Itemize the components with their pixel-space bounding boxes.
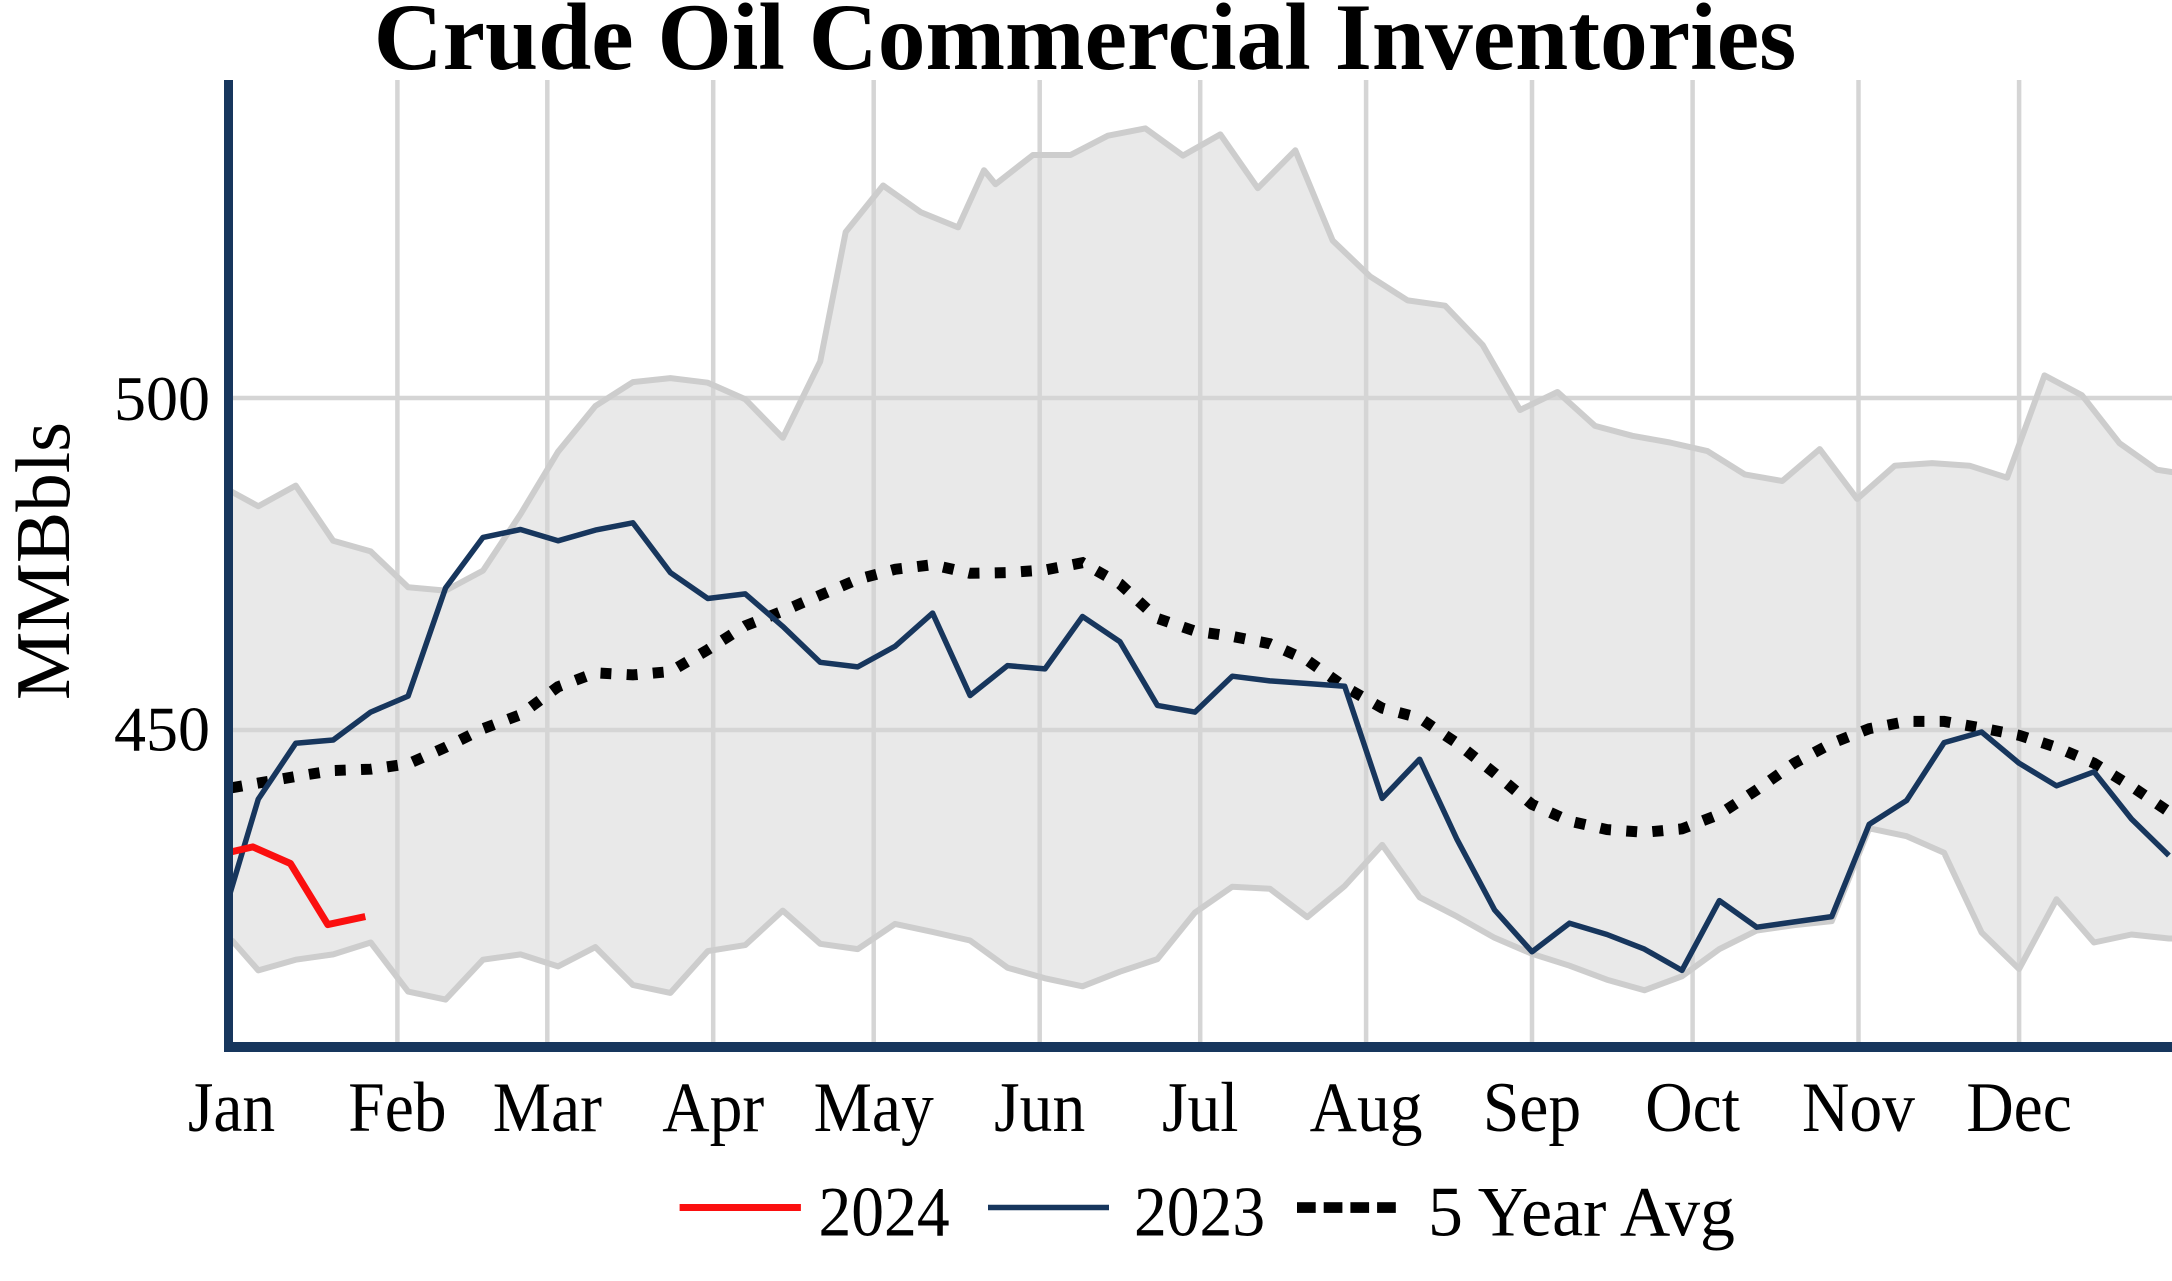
svg-text:Mar: Mar (493, 1068, 603, 1147)
svg-text:Jan: Jan (188, 1068, 275, 1147)
svg-text:Feb: Feb (348, 1068, 446, 1147)
svg-text:MMBbls: MMBbls (0, 422, 86, 700)
svg-text:Crude Oil Commercial Inventori: Crude Oil Commercial Inventories (374, 0, 1797, 90)
svg-text:5 Year Avg: 5 Year Avg (1428, 1173, 1735, 1251)
svg-text:500: 500 (114, 363, 210, 434)
svg-text:Aug: Aug (1310, 1068, 1423, 1147)
svg-text:Sep: Sep (1483, 1068, 1581, 1147)
svg-text:2023: 2023 (1134, 1172, 1265, 1251)
svg-text:450: 450 (114, 694, 210, 765)
svg-text:Jul: Jul (1162, 1068, 1239, 1147)
svg-text:Oct: Oct (1645, 1068, 1740, 1147)
svg-text:Jun: Jun (994, 1068, 1085, 1147)
svg-text:May: May (814, 1068, 934, 1147)
svg-text:Apr: Apr (662, 1068, 764, 1147)
svg-text:2024: 2024 (819, 1172, 950, 1251)
svg-text:Nov: Nov (1802, 1068, 1916, 1147)
svg-text:Dec: Dec (1966, 1068, 2072, 1147)
